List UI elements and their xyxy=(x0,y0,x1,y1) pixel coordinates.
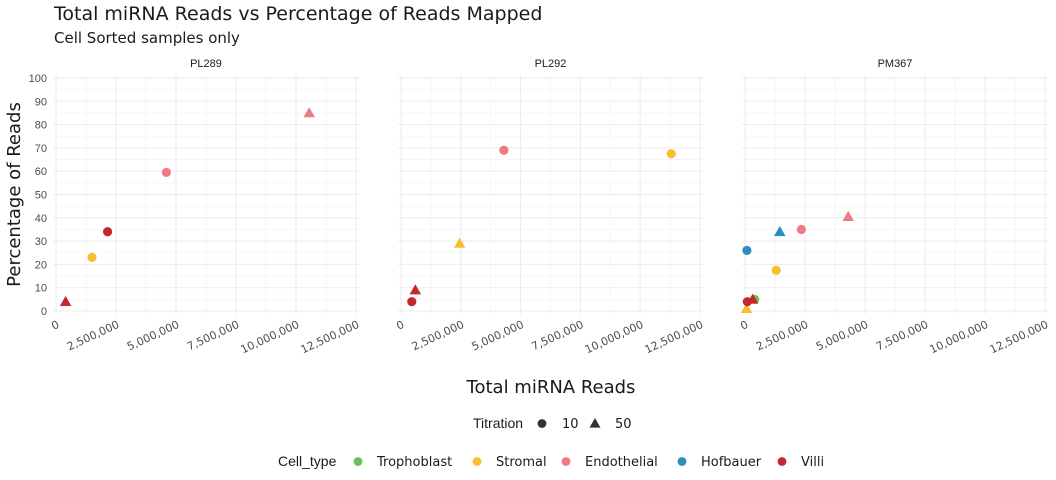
x-tick-label: 0 xyxy=(394,318,406,333)
facet-label: PM367 xyxy=(878,58,913,70)
data-point-stromal xyxy=(740,302,753,313)
y-axis: 0 10 20 30 40 50 60 70 80 90 100 xyxy=(29,73,47,318)
legend-key-trophoblast xyxy=(353,457,363,466)
chart-subtitle: Cell Sorted samples only xyxy=(54,29,240,47)
legend-titration: Titration 10 50 xyxy=(473,415,632,432)
x-tick-label: 5,000,000 xyxy=(470,318,526,353)
y-tick-label: 90 xyxy=(35,96,47,108)
data-point-villi xyxy=(407,297,417,307)
legend-label: 50 xyxy=(615,417,632,432)
data-point-endothelial xyxy=(796,224,807,235)
x-tick-label: 10,000,000 xyxy=(583,318,646,356)
data-point-villi xyxy=(409,284,422,295)
legend-key-stromal xyxy=(472,457,482,466)
legend-key-triangle xyxy=(589,418,601,428)
y-tick-label: 50 xyxy=(35,190,47,202)
y-tick-label: 30 xyxy=(35,236,47,248)
x-tick-label: 0 xyxy=(49,318,61,333)
data-point-villi xyxy=(746,293,759,304)
chart-title: Total miRNA Reads vs Percentage of Reads… xyxy=(53,3,542,25)
legend-key-hofbauer xyxy=(677,457,687,466)
legend-cell-type: Cell_type Trophoblast Stromal Endothelial Ho… xyxy=(278,453,824,470)
x-tick-label: 2,500,000 xyxy=(65,318,121,353)
facet-panel-pl289: 0 2,500,000 5,000,000 7,500,00010,000,00012… xyxy=(49,58,361,356)
legend-label: 10 xyxy=(562,417,579,432)
data-point-stromal xyxy=(453,237,466,248)
x-tick-label: 7,500,000 xyxy=(529,318,585,353)
x-tick-label: 7,500,000 xyxy=(185,318,241,353)
data-point-villi xyxy=(103,227,113,237)
data-point-villi xyxy=(59,295,72,306)
data-point-hofbauer xyxy=(742,245,752,256)
legend-title: Cell_type xyxy=(278,453,337,469)
y-tick-label: 0 xyxy=(41,306,47,318)
facet-label: PL289 xyxy=(190,58,222,70)
x-tick-label: 2,500,000 xyxy=(754,318,810,353)
legend-label: Trophoblast xyxy=(376,455,452,470)
x-axis-title: Total miRNA Reads xyxy=(466,377,636,398)
x-tick-label: 12,500,000 xyxy=(988,318,1051,356)
x-tick-label: 2,500,000 xyxy=(410,318,466,353)
legend-key-endothelial xyxy=(561,457,571,466)
x-tick-label: 12,500,000 xyxy=(643,318,706,356)
y-tick-label: 10 xyxy=(35,283,47,295)
legend-label: Endothelial xyxy=(585,455,658,470)
y-tick-label: 60 xyxy=(35,166,47,178)
facet-panel-pl292: 0 2,500,000 5,000,000 7,500,00010,000,00012… xyxy=(394,58,705,356)
legend-key-villi xyxy=(777,457,787,466)
facet-label: PL292 xyxy=(535,58,567,70)
y-tick-label: 20 xyxy=(35,259,47,271)
legend-label: Stromal xyxy=(496,455,547,470)
data-point-endothelial xyxy=(842,210,854,221)
x-tick-label: 5,000,000 xyxy=(814,318,870,353)
y-tick-label: 40 xyxy=(35,213,47,225)
legend-title: Titration xyxy=(473,415,523,431)
y-tick-label: 80 xyxy=(35,120,47,132)
y-tick-label: 70 xyxy=(35,143,47,155)
data-point-stromal xyxy=(771,265,781,275)
x-tick-label: 0 xyxy=(738,318,750,333)
x-tick-label: 10,000,000 xyxy=(239,318,302,356)
x-tick-label: 10,000,000 xyxy=(928,318,991,356)
data-point-stromal xyxy=(87,252,97,263)
facet-panels: 0 2,500,000 5,000,000 7,500,00010,000,00012… xyxy=(49,58,1050,356)
legend-label: Villi xyxy=(801,455,824,470)
x-tick-label: 5,000,000 xyxy=(125,318,181,353)
legend-label: Hofbauer xyxy=(701,455,762,470)
y-axis-title: Percentage of Reads xyxy=(4,102,25,287)
data-point-hofbauer xyxy=(774,226,786,237)
legend-key-circle xyxy=(537,419,547,428)
x-tick-label: 12,500,000 xyxy=(299,318,362,356)
data-point-endothelial xyxy=(161,167,171,177)
facet-panel-pm367: 0 2,500,000 5,000,000 7,500,00010,000,00012… xyxy=(738,58,1050,356)
data-point-stromal xyxy=(666,149,676,159)
data-point-endothelial xyxy=(499,145,509,155)
legend: Titration 10 50 Cell_type Trophoblast Stromal… xyxy=(278,415,824,470)
y-tick-label: 100 xyxy=(29,73,47,85)
data-point-endothelial xyxy=(303,107,315,118)
x-tick-label: 7,500,000 xyxy=(874,318,930,353)
